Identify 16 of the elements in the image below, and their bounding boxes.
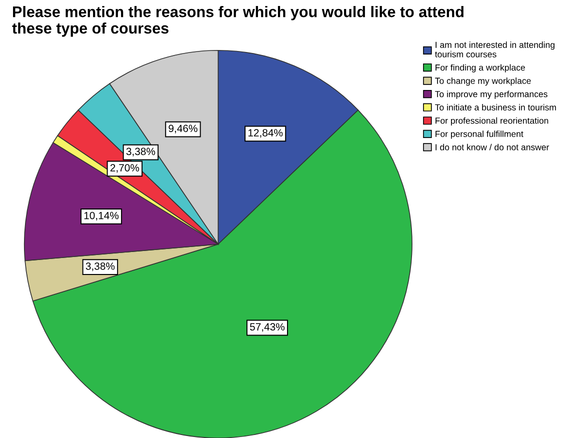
legend-label: I do not know / do not answer [436,144,550,150]
data-label: 12,84% [248,129,283,138]
data-label: 10,14% [84,212,119,220]
data-label: 3,38% [126,148,156,156]
legend-label: I am not interested in attending tourism courses [435,42,554,58]
legend-label: To improve my performances [435,90,548,99]
legend-label: To change my workplace [435,77,531,86]
legend-label: For personal fulfillment [436,130,524,139]
chart-title: Please mention the reasons for which you would like to attend these type of courses [12,6,464,37]
data-label: 57,43% [250,323,285,332]
legend-label: To initiate a business in tourism [435,104,556,110]
legend-label: For professional reorientation [436,117,548,126]
data-label: 3,38% [86,262,115,272]
data-label: 9,46% [168,124,198,134]
data-label: 2,70% [110,164,140,173]
legend-label: For finding a workplace [436,64,525,72]
